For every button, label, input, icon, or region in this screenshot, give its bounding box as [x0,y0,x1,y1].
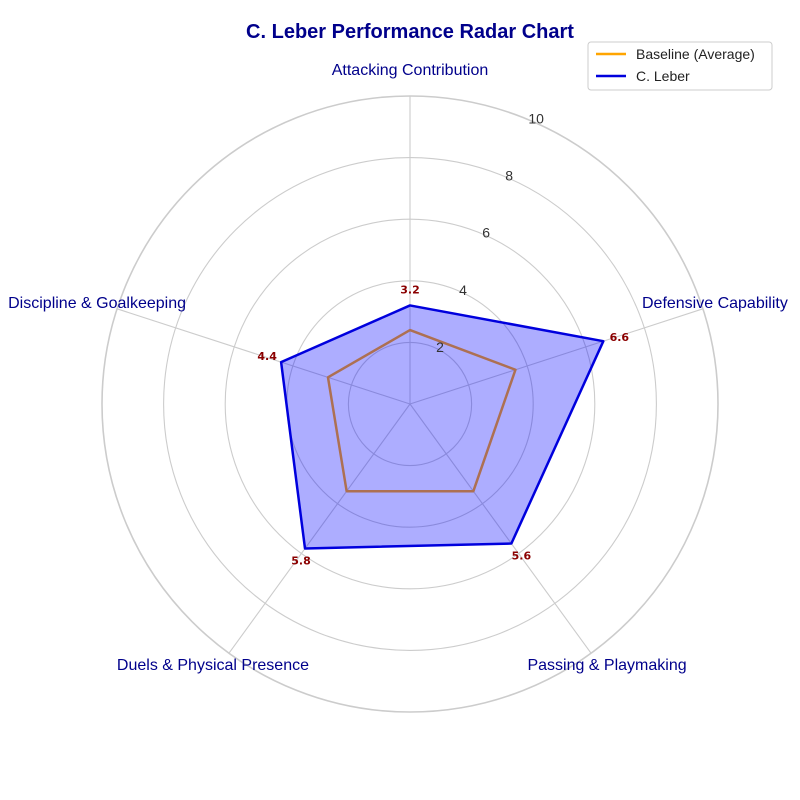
legend-entry: Baseline (Average) [636,46,755,62]
radial-tick-label: 8 [505,168,513,184]
radar-labels: 2 4 6 8 10 Attacking Contribution Defensive Ca… [8,62,788,674]
series-polygon-0 [326,328,517,493]
category-label: Defensive Capability [642,295,788,312]
series-polygon-1 [279,304,605,550]
spoke-2 [409,403,592,654]
category-label: Discipline & Goalkeeping [8,295,186,312]
category-label: Attacking Contribution [332,62,489,79]
data-label: 5.6 [512,550,532,563]
spoke-1 [409,308,704,405]
spoke-4 [116,308,411,405]
radar-series [279,304,605,550]
legend: Baseline (Average) C. Leber [587,41,773,91]
data-label: 3.2 [400,283,420,296]
radial-tick-label: 2 [436,339,444,355]
radial-tick-label: 6 [482,225,490,241]
spoke-3 [228,403,411,654]
legend-entry: C. Leber [636,68,690,84]
category-label: Duels & Physical Presence [117,657,309,674]
radial-tick-label: 10 [528,110,544,126]
chart-title: C. Leber Performance Radar Chart [246,21,574,43]
radar-grid [101,95,719,713]
category-label: Passing & Playmaking [527,657,686,674]
data-label: 6.6 [610,331,630,344]
data-label: 4.4 [257,350,277,363]
radial-tick-label: 4 [459,282,467,298]
legend-box [587,41,773,91]
data-label: 5.8 [291,555,311,568]
